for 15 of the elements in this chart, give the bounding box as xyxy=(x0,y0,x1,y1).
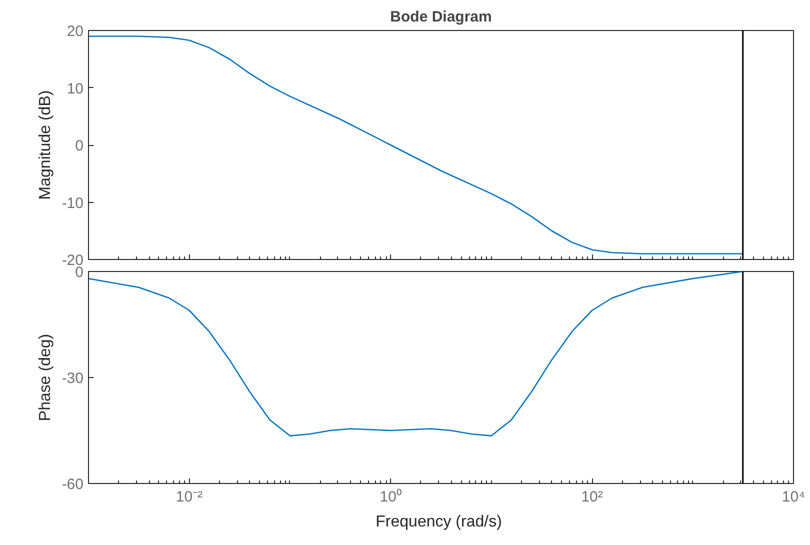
y-tick-label: -30 xyxy=(62,370,84,387)
y-tick-label: 0 xyxy=(75,264,84,281)
x-axis-title: Frequency (rad/s) xyxy=(376,514,502,530)
y-axis-title: Phase (deg) xyxy=(36,334,54,422)
y-axis-title: Magnitude (dB) xyxy=(36,90,54,200)
x-tick-label: 10² xyxy=(581,488,603,506)
y-tick-label: 10 xyxy=(66,80,84,98)
y-tick-label: 20 xyxy=(66,23,84,40)
y-tick-label: 0 xyxy=(75,138,84,154)
x-tick-label: 10⁻² xyxy=(176,488,203,506)
chart-title: Bode Diagram xyxy=(390,8,492,26)
y-tick-label: -10 xyxy=(62,194,84,212)
x-tick-label: 10⁰ xyxy=(380,488,402,506)
y-tick-label: -60 xyxy=(62,476,84,493)
x-tick-label: 10⁴ xyxy=(782,488,806,506)
